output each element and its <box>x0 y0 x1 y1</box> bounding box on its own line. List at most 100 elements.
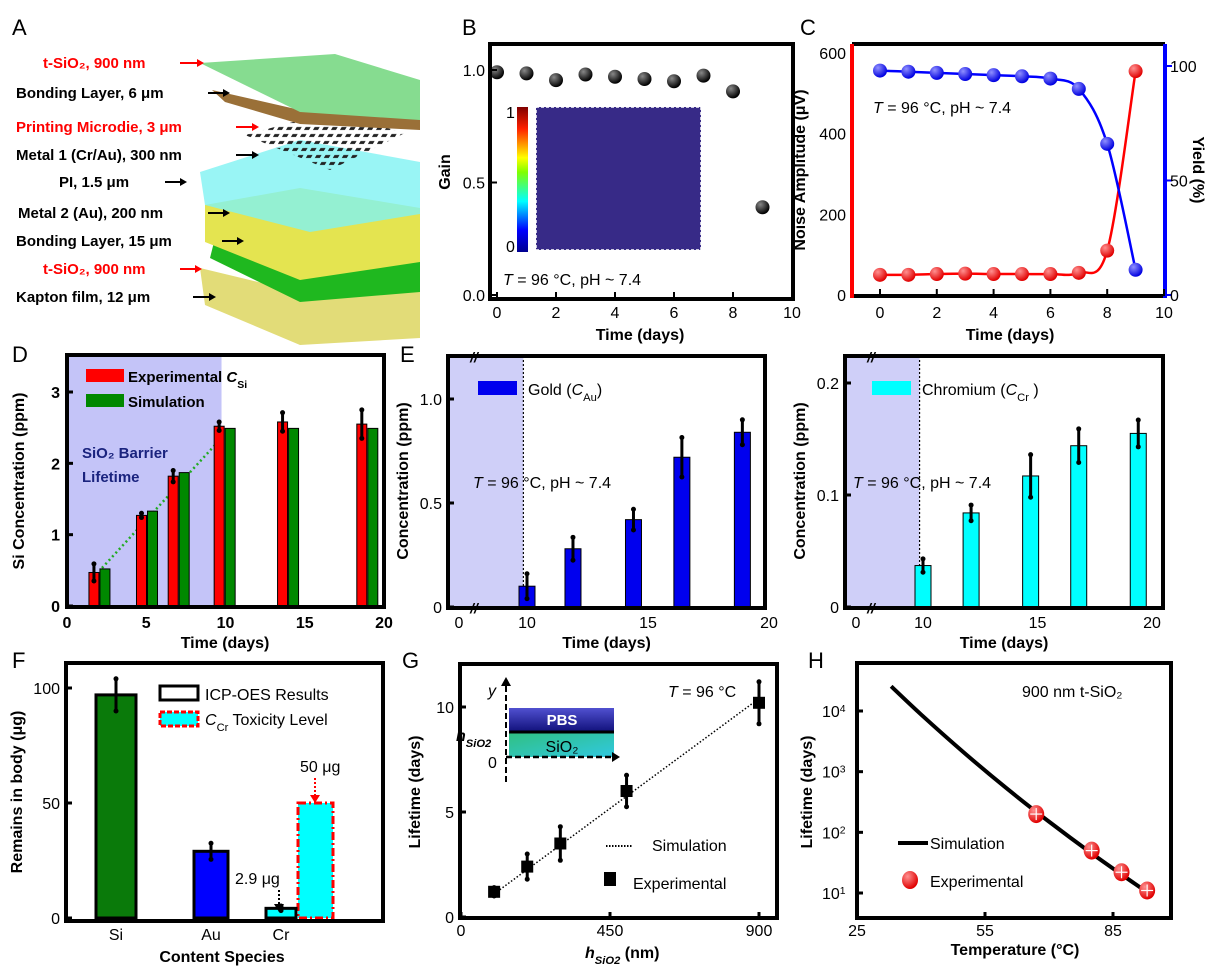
pbs-layer <box>509 708 614 732</box>
error-cap <box>557 824 563 830</box>
y-tick-label: 0 <box>51 911 60 928</box>
error-cap <box>359 407 365 413</box>
y-tick-label: 0 <box>433 600 442 617</box>
axis-break-mark: // <box>469 349 480 365</box>
y-left-axis-label: Noise Amplitude (μV) <box>792 89 809 250</box>
x-tick-label: 10 <box>783 305 801 322</box>
simulation-curve <box>889 684 1149 894</box>
experimental-point <box>521 860 534 873</box>
plot-frame <box>843 354 1165 610</box>
text-part: 10 <box>822 886 840 903</box>
y-tick-label: 1.0 <box>420 392 442 409</box>
x-tick-label: 0 <box>493 305 502 322</box>
x-tick-label: 2 <box>552 305 561 322</box>
experimental-bar <box>213 425 225 607</box>
experimental-point <box>554 837 567 850</box>
concentration-bar <box>962 512 980 608</box>
layer-label: Metal 2 (Au), 200 nm <box>18 205 163 222</box>
yield-point <box>1128 262 1143 277</box>
text-part: (nm) <box>620 945 659 962</box>
y-tick-label: 102 <box>822 825 846 843</box>
legend-swatch-experimental <box>86 369 124 382</box>
error-cap <box>679 434 685 440</box>
category-label: Si <box>109 927 123 944</box>
error-cap <box>208 840 214 846</box>
error-cap <box>91 561 97 567</box>
y-tick-label: 100 <box>33 681 60 698</box>
data-point <box>637 72 652 86</box>
text-part: = 96 °C <box>678 684 736 701</box>
experimental-point <box>753 696 765 709</box>
sio2-label: SiO₂ <box>546 739 579 756</box>
noise-point <box>873 267 887 282</box>
y-tick-label: 0.5 <box>420 496 442 513</box>
yield-point <box>929 65 944 80</box>
error-cap <box>739 442 745 448</box>
text-part: 10 <box>822 825 840 842</box>
y-tick-label: 0.1 <box>817 488 839 505</box>
x-tick-label: 10 <box>217 615 235 632</box>
error-cap <box>920 569 926 575</box>
arrowhead-icon <box>180 178 187 186</box>
panel-label-b: B <box>462 15 477 40</box>
panel-label-h: H <box>808 648 824 673</box>
pre-lifetime-region <box>448 356 524 608</box>
text-part: 3 <box>840 764 846 775</box>
x-tick-label: 15 <box>639 615 657 632</box>
arrowhead-icon <box>197 59 204 67</box>
x-tick-label: 0 <box>457 923 466 940</box>
legend-label-experimental: Experimental <box>633 876 726 893</box>
error-cap <box>1076 426 1082 432</box>
legend-swatch-icp <box>158 684 200 702</box>
data-point <box>490 65 504 80</box>
y-right-tick-label: 50 <box>1170 174 1188 191</box>
legend-swatch <box>478 381 517 395</box>
text-part: C <box>1006 382 1018 399</box>
concentration-bar <box>1129 432 1147 608</box>
data-point <box>755 200 770 215</box>
x-tick-label: 8 <box>1103 305 1112 322</box>
text-part: Si <box>237 379 247 391</box>
x-tick-label: 4 <box>989 305 998 322</box>
error-cap <box>756 721 762 727</box>
y-axis-label: Remains in body (μg) <box>9 711 26 874</box>
legend-label-experimental: Experimental <box>930 874 1023 891</box>
error-cap <box>91 578 97 584</box>
x-tick-label: 85 <box>1104 923 1122 940</box>
x-tick-label: 4 <box>611 305 620 322</box>
bar-si <box>94 693 138 920</box>
experimental-bar <box>167 475 179 607</box>
y-tick-label: 1.0 <box>463 63 485 80</box>
error-cap <box>968 518 974 524</box>
error-cap <box>280 410 286 416</box>
noise-point <box>986 267 1001 282</box>
error-cap <box>1135 444 1141 450</box>
condition-annotation: T = 96 °C, pH ~ 7.4 <box>853 475 991 492</box>
noise-point <box>1100 243 1115 258</box>
text-part: = 96 °C, pH ~ 7.4 <box>483 475 611 492</box>
layer-label: t-SiO₂, 900 nm <box>43 55 146 72</box>
simulation-bar <box>288 427 300 607</box>
arrowhead-icon <box>237 237 244 245</box>
simulation-bar <box>146 510 158 607</box>
legend-label-icp: ICP-OES Results <box>205 687 329 704</box>
x-tick-label: 900 <box>746 923 773 940</box>
error-cap <box>208 856 214 862</box>
legend-label: Chromium (CCr ) <box>922 382 1039 404</box>
yield-point <box>1100 136 1115 151</box>
inset-h-label: hSiO2 <box>456 728 492 750</box>
y-right-tick-label: 0 <box>1170 288 1179 305</box>
text-part: 10 <box>822 765 840 782</box>
error-cap <box>524 851 530 857</box>
text-part: = 96 °C, pH ~ 7.4 <box>883 100 1011 117</box>
text-part: SiO <box>595 955 615 967</box>
colorbar <box>517 107 528 252</box>
error-cap <box>1028 452 1034 458</box>
panel-label-g: G <box>402 648 419 673</box>
simulation-bar <box>367 427 379 607</box>
noise-point <box>1043 267 1058 282</box>
text-part: T <box>668 684 679 701</box>
y-right-axis-label: Yield (%) <box>1189 137 1206 204</box>
error-cap <box>570 534 576 540</box>
inset-zero-label: 0 <box>488 755 497 772</box>
